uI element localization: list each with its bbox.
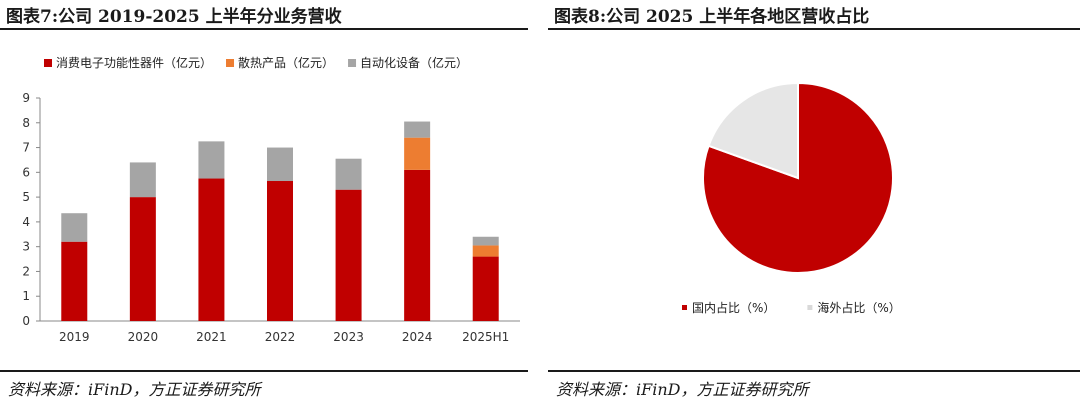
x-tick-label-2024: 2024 bbox=[402, 330, 433, 344]
x-tick-label-2019: 2019 bbox=[59, 330, 90, 344]
left-chart-panel: 图表7:公司 2019-2025 上半年分业务营收 消费电子功能性器件（亿元） 散… bbox=[0, 0, 528, 404]
y-tick-label: 4 bbox=[22, 215, 30, 229]
bar-2023-series-0 bbox=[335, 189, 362, 321]
revenue-by-segment-bar-chart: 消费电子功能性器件（亿元） 散热产品（亿元） 自动化设备（亿元） 0 1 2 3 4 5 6 7 8 9… bbox=[22, 55, 520, 344]
right-chart-panel: 图表8:公司 2025 上半年各地区营收占比 国内占比（%） 海外占比（%） 资料… bbox=[548, 0, 1080, 404]
y-tick-label: 1 bbox=[22, 289, 30, 303]
left-source-note: 资料来源：iFinD，方正证券研究所 bbox=[8, 380, 261, 399]
bar-2025h1-series-2 bbox=[472, 236, 499, 246]
x-tick-label-2021: 2021 bbox=[196, 330, 227, 344]
bar-2019-series-2 bbox=[61, 213, 88, 242]
y-tick-label: 0 bbox=[22, 314, 30, 328]
left-source-rule bbox=[0, 370, 528, 372]
legend-swatch-0 bbox=[44, 59, 52, 67]
right-source-note: 资料来源：iFinD，方正证券研究所 bbox=[556, 380, 809, 399]
left-chart-title: 图表7:公司 2019-2025 上半年分业务营收 bbox=[6, 7, 342, 27]
right-source-rule bbox=[548, 370, 1080, 372]
legend-item-2: 自动化设备（亿元） bbox=[348, 55, 468, 70]
pie-legend-item-1: 海外占比（%） bbox=[807, 300, 901, 315]
bar-2023-series-2 bbox=[335, 158, 362, 190]
pie-legend-swatch-1 bbox=[807, 305, 813, 310]
bar-2019-series-0 bbox=[61, 241, 88, 321]
y-tick-label: 8 bbox=[22, 116, 30, 130]
left-title-rule bbox=[0, 28, 528, 30]
bar-2024-series-2 bbox=[404, 121, 431, 138]
y-tick-label: 5 bbox=[22, 190, 30, 204]
y-tick-label: 6 bbox=[22, 165, 30, 179]
y-tick-label: 2 bbox=[22, 264, 30, 278]
pie-legend-swatch-0 bbox=[682, 305, 687, 310]
pie-slice-1 bbox=[707, 81, 799, 180]
legend-label-1: 散热产品（亿元） bbox=[238, 55, 334, 70]
pie-legend-label-1: 海外占比（%） bbox=[817, 300, 900, 315]
bar-2022-series-0 bbox=[267, 181, 293, 321]
bar-2021-series-2 bbox=[198, 141, 225, 179]
bar-2025h1-series-0 bbox=[472, 256, 499, 321]
bar-2022-series-2 bbox=[267, 147, 293, 182]
legend-label-2: 自动化设备（亿元） bbox=[360, 55, 468, 70]
x-tick-label-2022: 2022 bbox=[265, 330, 296, 344]
pie-slice-0 bbox=[702, 81, 894, 274]
y-tick-label: 9 bbox=[22, 91, 30, 105]
right-title-rule bbox=[548, 28, 1080, 30]
bar-2021-series-0 bbox=[198, 178, 225, 321]
legend-item-0: 消费电子功能性器件（亿元） bbox=[44, 55, 212, 70]
bar-2024-series-0 bbox=[404, 169, 431, 321]
legend-swatch-1 bbox=[226, 59, 235, 67]
legend-label-0: 消费电子功能性器件（亿元） bbox=[56, 55, 212, 70]
bar-2025h1-series-1 bbox=[472, 245, 499, 257]
legend-swatch-2 bbox=[348, 59, 357, 67]
x-tick-label-2020: 2020 bbox=[128, 330, 159, 344]
x-tick-label-2023: 2023 bbox=[333, 330, 364, 344]
bar-2020-series-2 bbox=[129, 162, 156, 198]
bar-2020-series-0 bbox=[129, 197, 156, 321]
pie-legend-item-0: 国内占比（%） bbox=[682, 300, 775, 315]
x-tick-label-2025h1: 2025H1 bbox=[462, 330, 509, 344]
pie-legend-label-0: 国内占比（%） bbox=[692, 300, 775, 315]
right-chart-title: 图表8:公司 2025 上半年各地区营收占比 bbox=[554, 7, 870, 27]
legend-item-1: 散热产品（亿元） bbox=[226, 55, 334, 70]
bar-2024-series-1 bbox=[404, 137, 431, 170]
revenue-by-region-pie-chart: 国内占比（%） 海外占比（%） bbox=[682, 81, 901, 315]
y-tick-label: 3 bbox=[22, 240, 30, 254]
y-tick-label: 7 bbox=[22, 141, 30, 155]
